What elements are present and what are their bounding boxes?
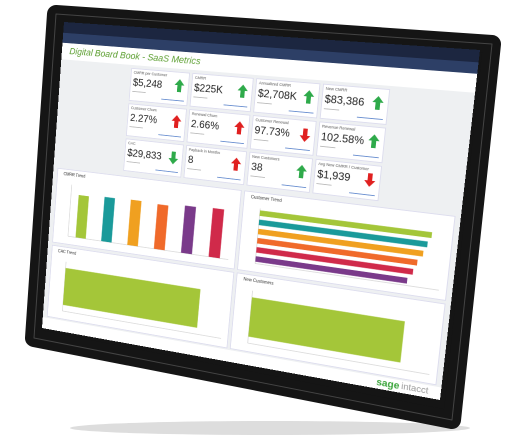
kpi-value: $225K (194, 82, 225, 97)
kpi-label: CAC (128, 141, 136, 146)
kpi-label: CMRR (195, 76, 207, 81)
kpi-value: 38 (251, 161, 264, 174)
shadow (70, 421, 470, 435)
kpi-value: $5,248 (132, 77, 162, 91)
kpi-value: 8 (187, 154, 193, 166)
